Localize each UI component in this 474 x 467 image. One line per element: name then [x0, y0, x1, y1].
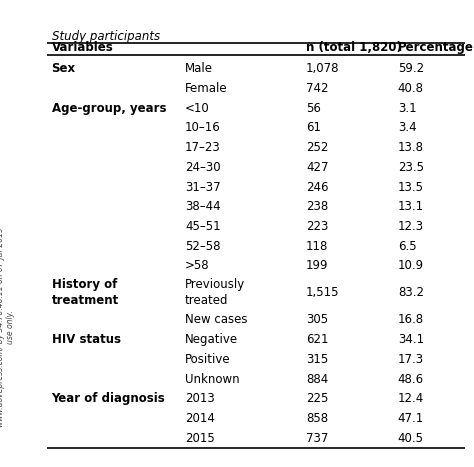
Text: 10.9: 10.9: [398, 259, 424, 272]
Text: Age-group, years: Age-group, years: [52, 102, 166, 115]
Text: Year of diagnosis: Year of diagnosis: [52, 392, 165, 405]
Text: Previously
treated: Previously treated: [185, 278, 246, 307]
Text: 118: 118: [306, 240, 328, 253]
Text: 1,078: 1,078: [306, 63, 339, 75]
Text: Sex: Sex: [52, 63, 76, 75]
Text: History of
treatment: History of treatment: [52, 278, 119, 307]
Text: 17.3: 17.3: [398, 353, 424, 366]
Text: >58: >58: [185, 259, 210, 272]
Text: Female: Female: [185, 82, 228, 95]
Text: 252: 252: [306, 141, 328, 154]
Text: 2014: 2014: [185, 412, 215, 425]
Text: 45–51: 45–51: [185, 220, 221, 233]
Text: 199: 199: [306, 259, 328, 272]
Text: 3.4: 3.4: [398, 121, 416, 134]
Text: Study participants: Study participants: [52, 30, 160, 42]
Text: 31–37: 31–37: [185, 181, 221, 193]
Text: 737: 737: [306, 432, 328, 445]
Text: 315: 315: [306, 353, 328, 366]
Text: Positive: Positive: [185, 353, 231, 366]
Text: 47.1: 47.1: [398, 412, 424, 425]
Text: 23.5: 23.5: [398, 161, 424, 174]
Text: 17–23: 17–23: [185, 141, 221, 154]
Text: 40.5: 40.5: [398, 432, 424, 445]
Text: 2013: 2013: [185, 392, 215, 405]
Text: 1,515: 1,515: [306, 286, 339, 299]
Text: Negative: Negative: [185, 333, 238, 346]
Text: www.dovepress.com/ by 54.70.40.11 on 07-Jul-2019
use only.: www.dovepress.com/ by 54.70.40.11 on 07-…: [0, 227, 15, 427]
Text: 6.5: 6.5: [398, 240, 416, 253]
Text: <10: <10: [185, 102, 210, 115]
Text: 12.4: 12.4: [398, 392, 424, 405]
Text: 52–58: 52–58: [185, 240, 220, 253]
Text: 305: 305: [306, 313, 328, 326]
Text: 742: 742: [306, 82, 328, 95]
Text: Unknown: Unknown: [185, 373, 240, 386]
Text: 858: 858: [306, 412, 328, 425]
Text: Male: Male: [185, 63, 213, 75]
Text: 223: 223: [306, 220, 328, 233]
Text: Variables: Variables: [52, 41, 113, 54]
Text: 16.8: 16.8: [398, 313, 424, 326]
Text: Percentage: Percentage: [398, 41, 474, 54]
Text: 10–16: 10–16: [185, 121, 221, 134]
Text: 3.1: 3.1: [398, 102, 416, 115]
Text: HIV status: HIV status: [52, 333, 120, 346]
Text: 38–44: 38–44: [185, 200, 221, 213]
Text: 56: 56: [306, 102, 321, 115]
Text: 83.2: 83.2: [398, 286, 424, 299]
Text: 40.8: 40.8: [398, 82, 424, 95]
Text: 246: 246: [306, 181, 328, 193]
Text: 59.2: 59.2: [398, 63, 424, 75]
Text: n (total 1,820): n (total 1,820): [306, 41, 402, 54]
Text: 621: 621: [306, 333, 328, 346]
Text: 24–30: 24–30: [185, 161, 221, 174]
Text: 34.1: 34.1: [398, 333, 424, 346]
Text: 2015: 2015: [185, 432, 215, 445]
Text: 238: 238: [306, 200, 328, 213]
Text: 48.6: 48.6: [398, 373, 424, 386]
Text: 13.8: 13.8: [398, 141, 424, 154]
Text: 225: 225: [306, 392, 328, 405]
Text: 427: 427: [306, 161, 328, 174]
Text: 884: 884: [306, 373, 328, 386]
Text: 13.5: 13.5: [398, 181, 424, 193]
Text: 61: 61: [306, 121, 321, 134]
Text: 13.1: 13.1: [398, 200, 424, 213]
Text: 12.3: 12.3: [398, 220, 424, 233]
Text: New cases: New cases: [185, 313, 247, 326]
